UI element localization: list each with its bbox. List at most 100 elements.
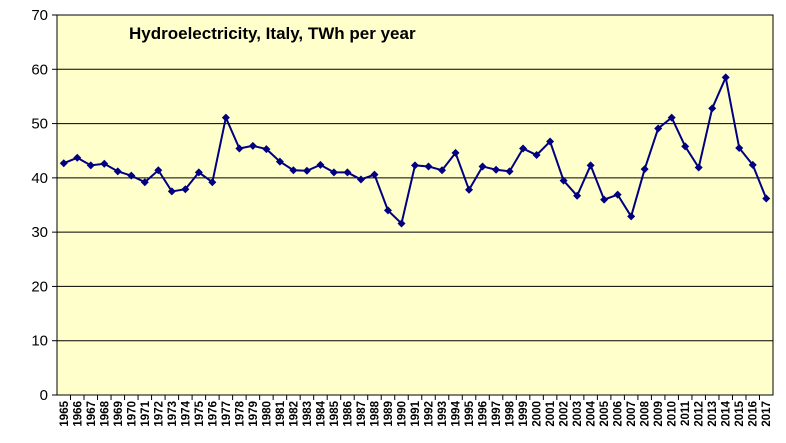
- x-tick-label: 1987: [356, 401, 368, 427]
- x-tick-label: 1989: [383, 401, 395, 427]
- x-tick-label: 2005: [599, 400, 611, 426]
- data-point: [694, 163, 703, 172]
- x-tick-label: 2001: [545, 400, 557, 426]
- y-tick-label: 50: [31, 116, 48, 133]
- x-tick-label: 1966: [72, 401, 84, 427]
- y-tick-label: 20: [31, 278, 48, 295]
- data-point: [59, 159, 68, 168]
- x-tick-label: 1976: [207, 401, 219, 427]
- data-points: [59, 73, 771, 228]
- x-tick-label: 2009: [653, 401, 665, 427]
- x-tick-label: 2007: [626, 401, 638, 427]
- x-tick-label: 1974: [180, 400, 192, 426]
- data-point: [478, 162, 487, 171]
- data-point: [465, 185, 474, 194]
- x-tick-label: 1998: [505, 400, 517, 426]
- data-point: [532, 151, 541, 160]
- data-point: [275, 157, 284, 166]
- x-tick-label: 2012: [694, 401, 706, 427]
- data-point: [356, 175, 365, 184]
- data-point: [411, 161, 419, 170]
- x-tick-label: 1983: [302, 401, 314, 427]
- data-point: [627, 212, 636, 221]
- data-point: [235, 144, 244, 153]
- data-point: [73, 153, 82, 162]
- data-point: [708, 104, 717, 113]
- x-tick-label: 1980: [261, 401, 273, 427]
- data-point: [289, 166, 298, 175]
- x-tick-label: 1993: [437, 401, 449, 427]
- data-point: [748, 160, 757, 169]
- data-point: [316, 160, 325, 169]
- x-tick-label: 1981: [275, 400, 287, 426]
- data-point: [505, 167, 514, 176]
- x-tick-label: 2010: [667, 401, 679, 427]
- x-tick-label: 1997: [491, 401, 503, 427]
- data-point: [343, 168, 352, 177]
- y-tick-label: 60: [31, 61, 48, 78]
- x-tick-label: 1982: [288, 401, 300, 427]
- data-point: [424, 162, 433, 171]
- x-tick-label: 1986: [342, 401, 354, 427]
- x-tick-label: 2002: [559, 401, 571, 427]
- data-point: [194, 168, 203, 177]
- data-point: [370, 170, 379, 179]
- x-tick-label: 2011: [680, 400, 692, 426]
- x-tick-label: 1970: [126, 401, 138, 427]
- x-tick-label: 1971: [140, 400, 152, 426]
- x-tick-label: 1973: [167, 401, 179, 427]
- x-tick-label: 1994: [451, 400, 463, 426]
- data-point: [546, 137, 555, 146]
- data-point: [127, 171, 136, 180]
- x-tick-label: 1968: [99, 400, 111, 426]
- data-point: [613, 190, 622, 199]
- x-tick-label: 1979: [248, 401, 260, 427]
- x-tick-label: 2006: [613, 401, 625, 427]
- x-tick-label: 1991: [410, 400, 422, 426]
- plot-area: [56, 14, 774, 396]
- x-tick-label: 1965: [59, 400, 71, 426]
- y-tick-label: 40: [31, 170, 48, 187]
- x-tick-label: 1969: [113, 401, 125, 427]
- data-point: [586, 161, 595, 170]
- x-tick-label: 2003: [572, 401, 584, 427]
- data-point: [640, 165, 649, 174]
- data-point: [735, 144, 744, 152]
- x-tick-label: 1978: [234, 400, 246, 426]
- x-tick-label: 2014: [721, 400, 733, 426]
- x-axis-ticks: 1965 1966 1967 1968 1969 1970 1971 1972 1973 1974…: [59, 395, 773, 427]
- x-tick-label: 1984: [315, 400, 327, 426]
- data-point: [86, 161, 95, 170]
- chart-title: Hydroelectricity, Italy, TWh per year: [129, 24, 416, 43]
- data-point: [438, 166, 447, 175]
- data-point: [302, 166, 311, 175]
- data-point: [654, 124, 663, 133]
- data-point: [383, 206, 392, 215]
- x-tick-label: 1995: [464, 400, 476, 426]
- data-point: [397, 219, 406, 228]
- data-point: [329, 168, 338, 177]
- x-tick-label: 1975: [194, 400, 206, 426]
- data-point: [667, 113, 676, 122]
- x-tick-label: 2016: [748, 401, 760, 427]
- data-point: [262, 145, 271, 154]
- x-tick-label: 2017: [761, 401, 773, 427]
- y-axis-ticks: 0 10 20 30 40 50 60 70: [31, 7, 57, 404]
- x-tick-label: 2004: [586, 400, 598, 426]
- data-point: [208, 178, 217, 187]
- data-point: [721, 73, 730, 82]
- x-tick-label: 2000: [532, 401, 544, 427]
- data-point: [167, 187, 176, 196]
- gridlines: [57, 68, 773, 342]
- y-tick-label: 0: [40, 387, 48, 404]
- data-point: [154, 166, 163, 175]
- y-tick-label: 10: [31, 333, 48, 350]
- x-tick-label: 1972: [153, 401, 165, 427]
- x-tick-label: 1977: [221, 401, 233, 427]
- x-tick-label: 1988: [369, 400, 381, 426]
- x-tick-label: 1992: [424, 401, 436, 427]
- data-point: [221, 113, 230, 122]
- data-point: [140, 178, 149, 187]
- data-point: [100, 159, 109, 168]
